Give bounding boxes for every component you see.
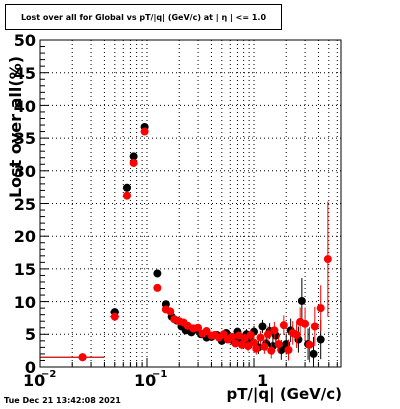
data-point: [231, 339, 240, 348]
x-tick-label-base-2: 1: [257, 371, 268, 390]
data-point: [323, 255, 332, 264]
data-point: [78, 353, 87, 362]
data-point: [227, 332, 236, 341]
data-point: [274, 340, 283, 349]
data-point: [292, 330, 301, 339]
x-tick-labels: 10 −2 10 −1 1: [23, 369, 268, 390]
data-point: [284, 345, 293, 354]
y-axis-label: Lost over all(%): [6, 55, 25, 199]
axis-ticks: [39, 39, 338, 368]
data-point: [258, 322, 267, 331]
data-point: [246, 330, 255, 339]
data-point: [110, 312, 119, 321]
data-point: [244, 342, 253, 351]
data-point: [129, 152, 138, 161]
y-tick-label-10: 10: [14, 293, 36, 312]
data-point: [279, 321, 288, 330]
y-tick-label-45: 45: [14, 64, 36, 83]
data-point: [122, 191, 131, 200]
y-tick-label-0: 0: [25, 358, 36, 377]
y-tick-label-25: 25: [14, 195, 36, 214]
y-tick-label-5: 5: [25, 325, 36, 344]
data-point: [309, 349, 318, 358]
data-point: [267, 346, 276, 355]
data-point: [153, 283, 162, 292]
data-point: [305, 340, 314, 349]
y-tick-label-35: 35: [14, 129, 36, 148]
data-points: [40, 122, 332, 367]
y-tick-label-50: 50: [14, 31, 36, 50]
x-tick-label-exp-1: −1: [152, 369, 167, 380]
data-point: [310, 322, 319, 331]
x-axis-label: pT/|q| (GeV/c): [226, 385, 342, 403]
data-point: [301, 319, 310, 328]
data-point: [260, 342, 269, 351]
data-point: [234, 331, 243, 340]
data-point: [240, 334, 249, 343]
y-tick-label-40: 40: [14, 97, 36, 116]
footer-timestamp: Tue Dec 21 13:42:08 2021: [4, 396, 121, 405]
data-point: [153, 269, 162, 278]
y-tick-label-20: 20: [14, 227, 36, 246]
data-point: [316, 304, 325, 313]
data-point: [129, 158, 138, 167]
data-point: [252, 344, 261, 353]
y-tick-label-30: 30: [14, 162, 36, 181]
data-point: [297, 296, 306, 305]
series-1: [40, 127, 332, 363]
y-tick-label-15: 15: [14, 260, 36, 279]
data-point: [256, 333, 265, 342]
data-point: [166, 307, 175, 316]
data-point: [263, 330, 272, 339]
data-point: [122, 183, 131, 192]
data-point: [140, 127, 149, 136]
data-point: [316, 335, 325, 344]
x-tick-label-exp-0: −2: [41, 369, 56, 380]
x-tick-label-base-0: 10: [23, 371, 45, 390]
data-point: [237, 340, 246, 349]
chart-title: Lost over all for Global vs pT/|q| (GeV/…: [5, 4, 282, 30]
y-tick-labels: 0 5 10 15 20 25 30 35 40 45 50: [14, 31, 36, 377]
grid-lines: [39, 39, 341, 368]
data-point: [270, 326, 279, 335]
x-tick-label-base-1: 10: [134, 371, 156, 390]
data-point: [194, 323, 203, 332]
